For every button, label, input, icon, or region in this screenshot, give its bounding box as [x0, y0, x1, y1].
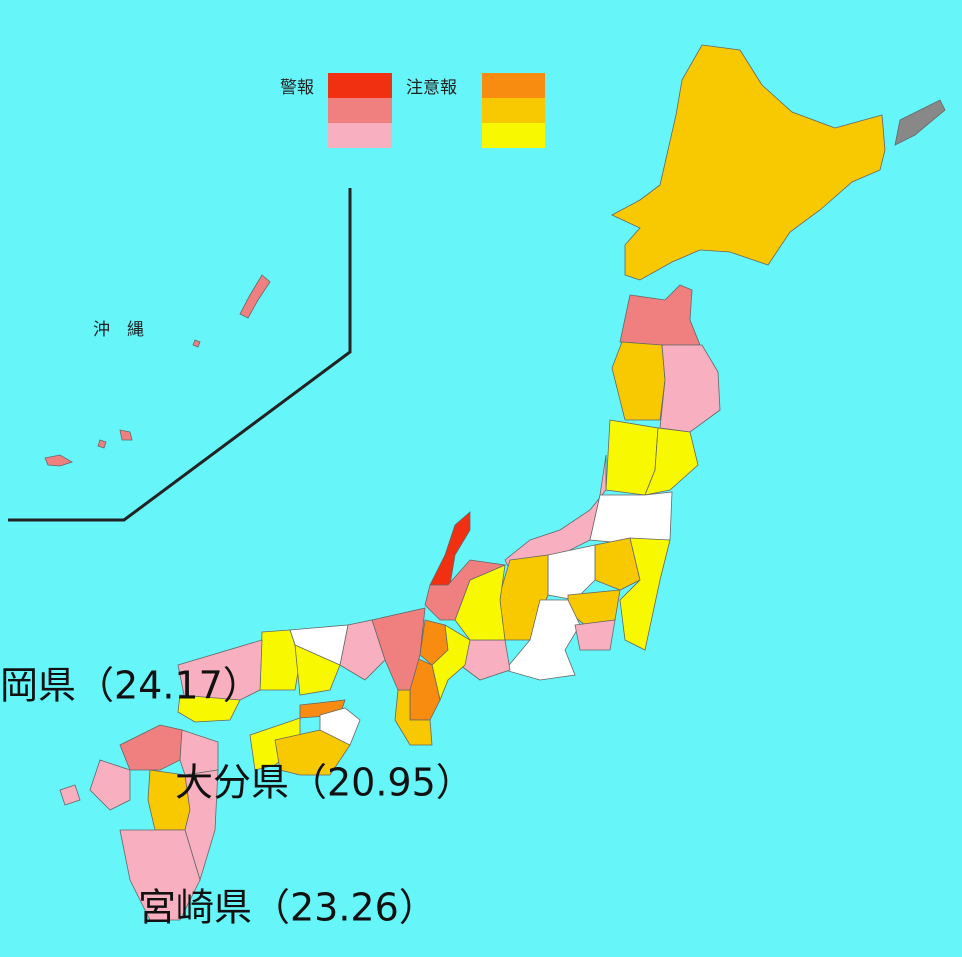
honshu: [177, 284, 721, 746]
okinawa-islands: [44, 274, 271, 467]
legend-warning-label: 警報: [280, 78, 314, 98]
kyushu: [59, 724, 219, 921]
legend-advisory-label: 注意報: [406, 78, 457, 98]
annotation: 大分県（20.95）: [175, 761, 474, 805]
annotation: 岡県（24.17）: [0, 664, 261, 708]
inset-label: 沖 縄: [93, 320, 144, 340]
annotation: 宮崎県（23.26）: [138, 886, 437, 930]
shikoku: [249, 699, 361, 776]
hokkaido: [611, 44, 946, 281]
legend-warning-swatches: [328, 73, 392, 148]
legend-advisory-swatches: [482, 73, 545, 148]
inset-border: [8, 188, 352, 522]
